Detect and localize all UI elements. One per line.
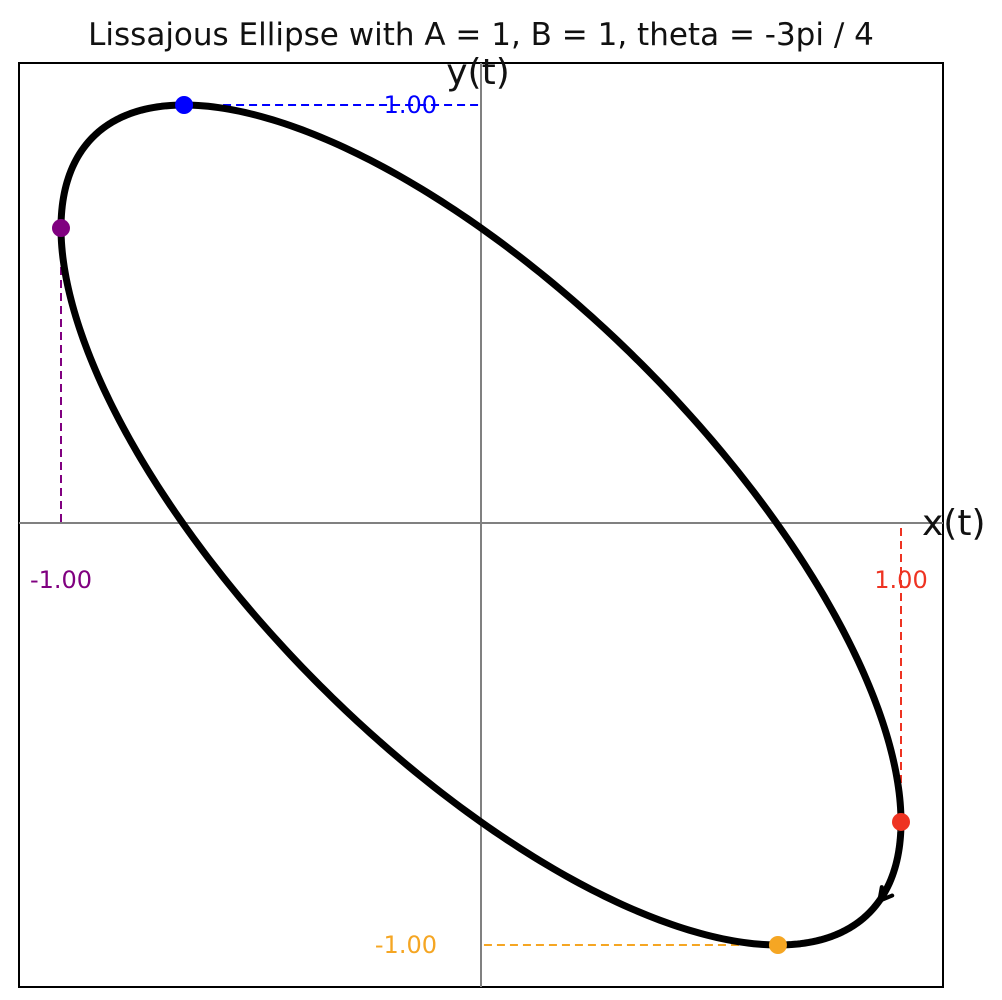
label-max-x: 1.00 xyxy=(874,566,927,594)
y-axis-label: y(t) xyxy=(446,52,510,93)
ellipse-curve xyxy=(57,101,905,949)
x-axis-label: x(t) xyxy=(922,503,986,544)
point-min-x xyxy=(52,219,70,238)
label-max-y: 1.00 xyxy=(384,91,437,119)
direction-arrow xyxy=(877,885,895,903)
extreme-points xyxy=(52,96,910,954)
guide-lines xyxy=(60,104,902,946)
chart-title: Lissajous Ellipse with A = 1, B = 1, the… xyxy=(88,17,874,53)
point-max-x xyxy=(892,812,910,831)
label-min-y: -1.00 xyxy=(375,931,437,959)
point-max-y xyxy=(175,96,194,114)
extreme-labels: 1.00 -1.00 1.00 -1.00 xyxy=(30,91,928,959)
point-min-y xyxy=(768,936,787,954)
label-min-x: -1.00 xyxy=(30,566,92,594)
